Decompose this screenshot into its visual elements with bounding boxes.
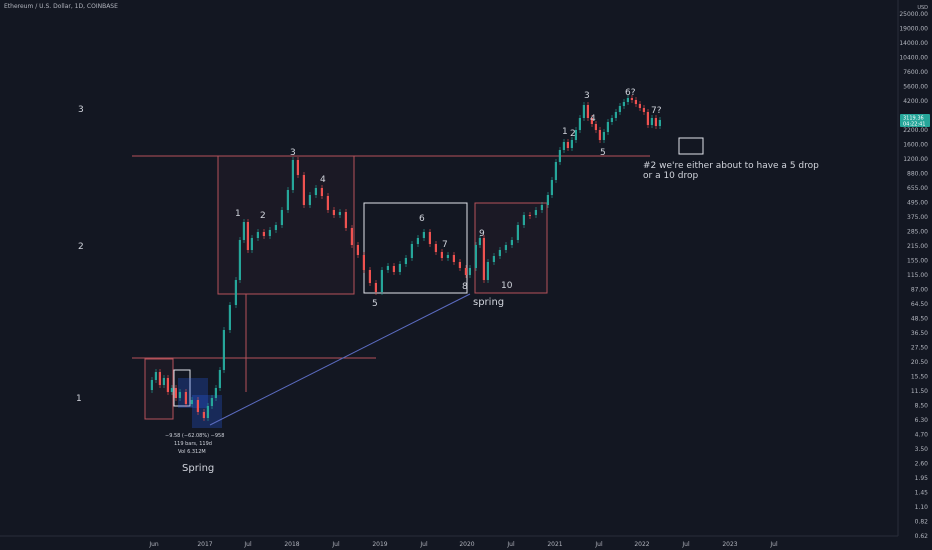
wave-label-c-5: 5 [600, 148, 606, 158]
price-tick-label: 48.50 [911, 316, 928, 323]
time-tick-label: Jul [594, 541, 603, 548]
price-tick-label: 495.00 [907, 200, 928, 207]
wave-label-2: 2 [260, 211, 266, 221]
price-tick-label: 1200.00 [903, 156, 928, 163]
price-tick-label: 115.00 [907, 272, 928, 279]
wave-label-4: 4 [320, 175, 326, 185]
time-tick-label: 2023 [722, 541, 737, 548]
price-tick-label: 19000.00 [899, 26, 928, 33]
wave-label-10: 10 [501, 281, 513, 291]
price-tick-label: 64.50 [911, 301, 928, 308]
price-tick-label: 3.50 [915, 446, 929, 453]
trendline[interactable] [209, 293, 471, 426]
price-tick-label: 1600.00 [903, 142, 928, 149]
price-tick-label: 4200.00 [903, 98, 928, 105]
projection-box[interactable] [678, 137, 704, 155]
price-tick-label: 2200.00 [903, 127, 928, 134]
price-tick-label: 11.50 [911, 388, 928, 395]
degree-label-2: 2 [78, 242, 84, 252]
time-tick-label: Jul [419, 541, 428, 548]
wave-label-6: 6 [419, 214, 425, 224]
price-tick-label: 0.82 [915, 519, 929, 526]
price-tick-label: 27.50 [911, 345, 928, 352]
measure-label-change: −9.58 (−62.08%) −958 [165, 433, 224, 439]
range-box-early-inner[interactable] [173, 369, 191, 407]
price-tick-label: 155.00 [907, 258, 928, 265]
range-box-2019[interactable] [363, 202, 468, 294]
price-axis[interactable]: 25000.00 19000.00 14000.00 10400.00 7600.00 5… [899, 11, 928, 540]
price-tick-label: 4.70 [915, 432, 929, 439]
price-tick-label: 14000.00 [899, 40, 928, 47]
symbol-title: Ethereum / U.S. Dollar, 1D, COINBASE [4, 3, 118, 10]
wave-label-c-6: 6? [625, 88, 636, 98]
price-tick-label: 880.00 [907, 171, 928, 178]
time-tick-label: 2018 [284, 541, 299, 548]
wave-label-5: 5 [372, 299, 378, 309]
wave-label-9: 9 [479, 229, 485, 239]
price-tick-label: 1.10 [915, 504, 929, 511]
note-line-2: or a 10 drop [643, 171, 698, 181]
spring-label-right: spring [473, 297, 504, 308]
time-tick-label: Jun [148, 541, 159, 548]
wave-label-c-7: 7? [651, 106, 662, 116]
degree-label-1: 1 [76, 394, 82, 404]
time-tick-label: 2019 [372, 541, 387, 548]
wave-label-3: 3 [290, 148, 296, 158]
wave-label-c-3: 3 [584, 91, 590, 101]
price-tick-label: 6.30 [915, 417, 929, 424]
price-tick-label: 25000.00 [899, 11, 928, 18]
price-tick-label: 8.50 [915, 403, 929, 410]
time-tick-label: 2020 [459, 541, 474, 548]
time-tick-label: Jul [331, 541, 340, 548]
range-box-2017[interactable] [217, 155, 355, 295]
price-tick-label: 0.62 [915, 533, 929, 540]
price-tick-label: 10400.00 [899, 55, 928, 62]
time-tick-label: Jul [681, 541, 690, 548]
price-tick-label: 375.00 [907, 214, 928, 221]
price-tick-label: 36.50 [911, 330, 928, 337]
candles [150, 95, 661, 421]
time-tick-label: Jul [769, 541, 778, 548]
time-tick-label: Jul [243, 541, 252, 548]
wave-label-7: 7 [442, 240, 448, 250]
wave-label-c-4: 4 [590, 114, 596, 124]
price-tick-label: 20.50 [911, 359, 928, 366]
wave-label-c-1: 1 [562, 127, 568, 137]
last-price-badge [900, 114, 930, 127]
time-tick-label: 2021 [547, 541, 562, 548]
last-price-value: 3119.36 [903, 116, 924, 122]
price-tick-label: 5600.00 [903, 84, 928, 91]
measure-label-volume: Vol 6.312M [178, 449, 206, 455]
measure-label-bars: 119 bars, 119d [174, 441, 212, 447]
price-tick-label: 285.00 [907, 229, 928, 236]
price-tick-label: 7600.00 [903, 69, 928, 76]
currency-label: USD [917, 5, 928, 11]
price-tick-label: 2.60 [915, 461, 929, 468]
time-tick-label: Jul [506, 541, 515, 548]
spring-label-left: Spring [182, 463, 214, 474]
wave-label-1: 1 [235, 209, 241, 219]
time-axis[interactable]: Jun 2017 Jul 2018 Jul 2019 Jul 2020 Jul 2021 Jul 20… [148, 541, 778, 548]
time-tick-label: 2017 [197, 541, 212, 548]
note-line-1: #2 we're either about to have a 5 drop [643, 161, 819, 171]
price-tick-label: 15.50 [911, 374, 928, 381]
price-tick-label: 87.00 [911, 287, 928, 294]
price-tick-label: 1.45 [915, 490, 929, 497]
price-tick-label: 215.00 [907, 243, 928, 250]
price-tick-label: 1.95 [915, 475, 929, 482]
wave-label-c-2: 2 [570, 129, 576, 139]
degree-label-3: 3 [78, 105, 84, 115]
last-price-countdown: 04:22:41 [903, 122, 925, 128]
time-tick-label: 2022 [634, 541, 649, 548]
price-tick-label: 655.00 [907, 185, 928, 192]
wave-label-8: 8 [462, 282, 468, 292]
